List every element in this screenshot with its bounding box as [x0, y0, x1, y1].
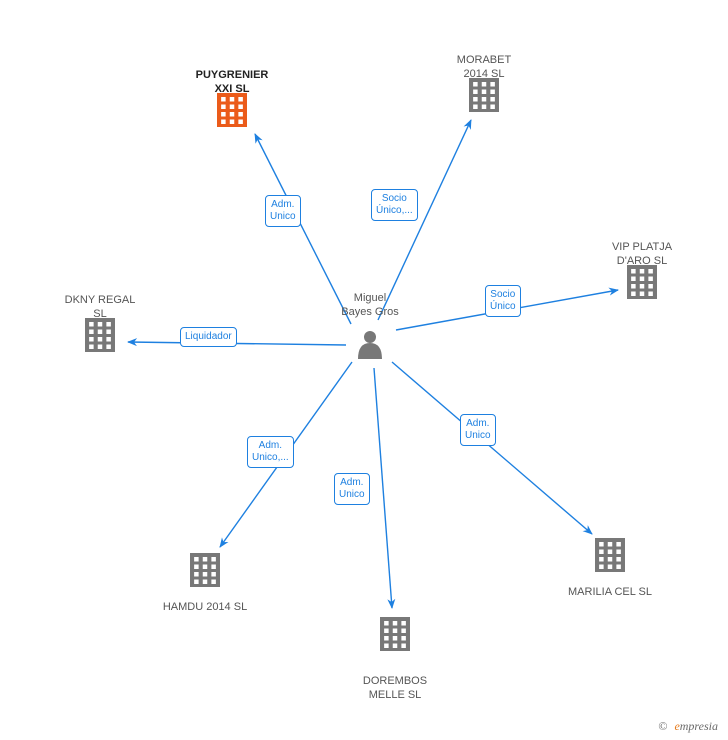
edge-label: Adm. Unico,... [247, 436, 294, 468]
attribution: © empresia [658, 719, 718, 734]
edge-line [128, 342, 346, 345]
company-node-label: DKNY REGAL SL [30, 293, 170, 321]
company-node-label: MORABET 2014 SL [414, 53, 554, 81]
company-node-label: PUYGRENIER XXI SL [162, 68, 302, 96]
node-label-text: VIP PLATJA D'ARO SL [572, 240, 712, 268]
center-node-label: Miguel Bayes Gros [310, 291, 430, 319]
edge-label: Socio Único,... [371, 189, 418, 221]
edge-label: Adm. Unico [460, 414, 496, 446]
company-node [380, 617, 410, 651]
company-node-label: MARILIA CEL SL [540, 585, 680, 599]
company-node-label: HAMDU 2014 SL [135, 600, 275, 614]
node-label-text: DKNY REGAL SL [30, 293, 170, 321]
company-node [85, 318, 115, 352]
company-node [190, 553, 220, 587]
edge-label: Liquidador [180, 327, 237, 347]
company-node [595, 538, 625, 572]
edge-line [392, 362, 592, 534]
node-label-text: DOREMBOS MELLE SL [325, 674, 465, 702]
node-label-text: PUYGRENIER XXI SL [162, 68, 302, 96]
company-node [217, 93, 247, 127]
edge-label: Adm. Unico [265, 195, 301, 227]
node-label-text: Miguel Bayes Gros [310, 291, 430, 319]
node-label-text: HAMDU 2014 SL [135, 600, 275, 614]
center-node-person [358, 331, 382, 359]
node-label-text: MORABET 2014 SL [414, 53, 554, 81]
copyright-glyph: © [658, 719, 667, 733]
diagram-canvas [0, 0, 728, 740]
company-node-label: DOREMBOS MELLE SL [325, 674, 465, 702]
node-label-text: MARILIA CEL SL [540, 585, 680, 599]
company-node [469, 78, 499, 112]
brand-rest: mpresia [680, 719, 718, 733]
edge-line [374, 368, 392, 608]
company-node [627, 265, 657, 299]
edge-label: Socio Único [485, 285, 521, 317]
company-node-label: VIP PLATJA D'ARO SL [572, 240, 712, 268]
edge-label: Adm. Unico [334, 473, 370, 505]
